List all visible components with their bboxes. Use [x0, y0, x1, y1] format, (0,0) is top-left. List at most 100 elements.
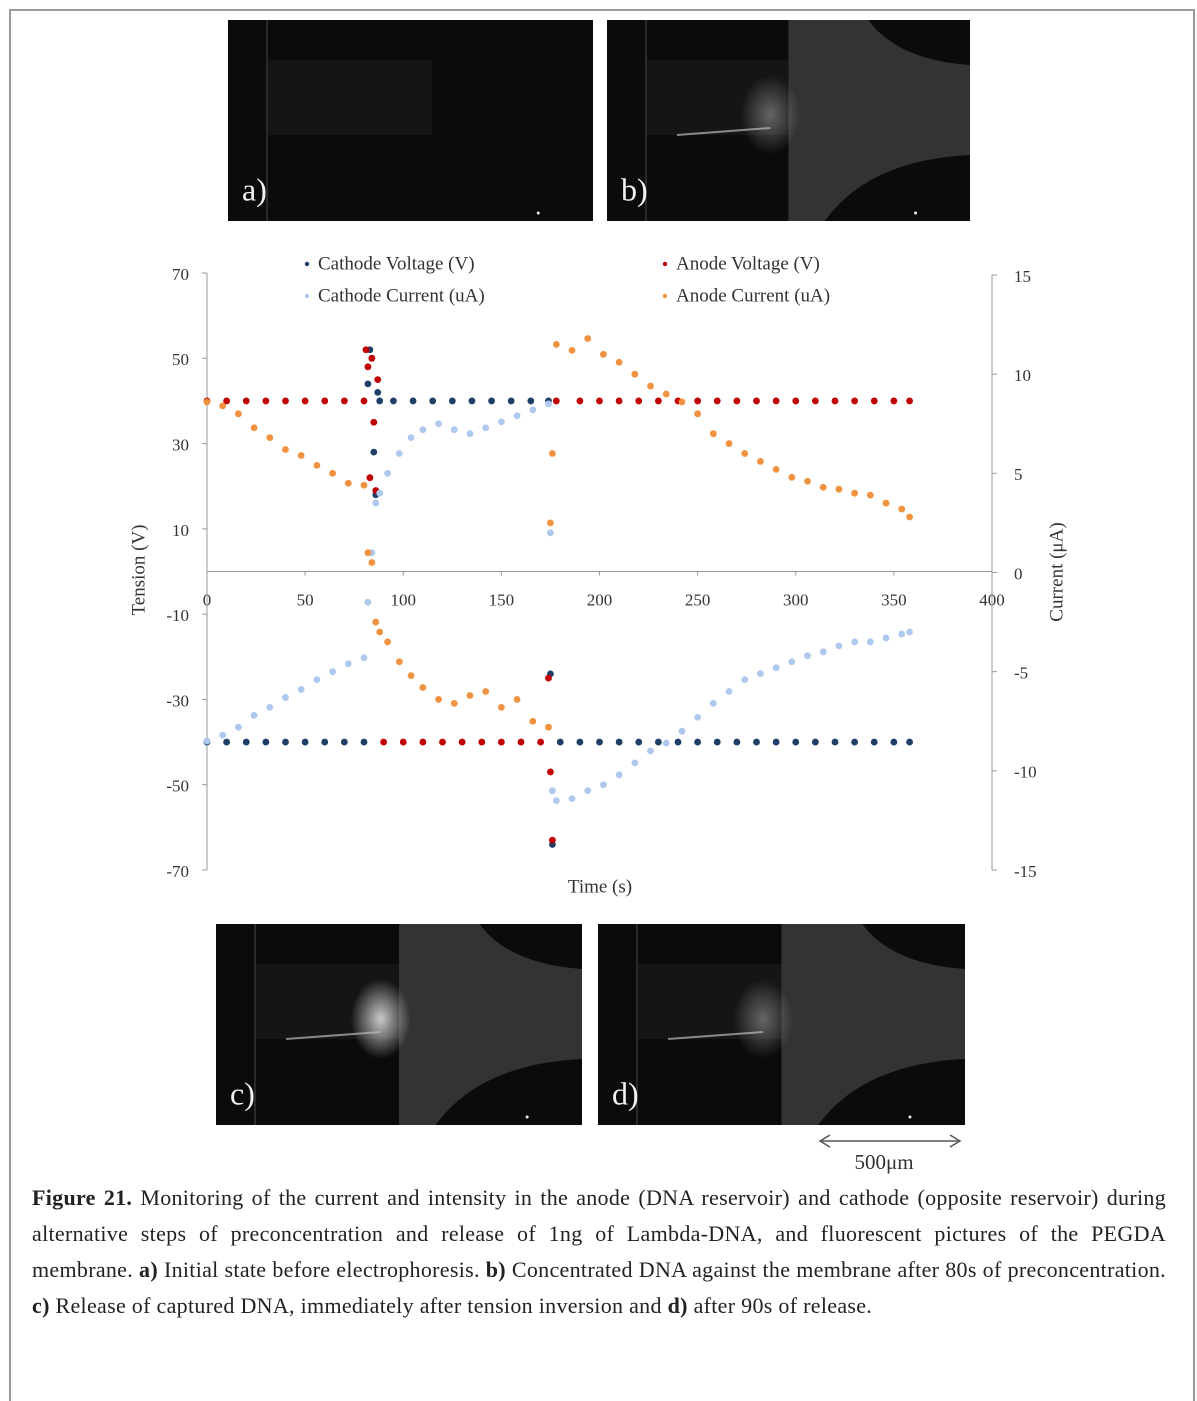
- x-tick-label: 300: [783, 590, 809, 609]
- data-point: [435, 696, 442, 703]
- caption: Figure 21. Monitoring of the current and…: [32, 1180, 1166, 1324]
- data-point: [384, 469, 391, 477]
- data-point: [568, 346, 576, 354]
- data-point: [360, 654, 368, 662]
- y2-tick-label: 0: [1014, 564, 1023, 583]
- x-tick-label: 250: [685, 590, 711, 609]
- data-point: [497, 738, 505, 746]
- photo-wall: [266, 20, 268, 221]
- data-point: [898, 630, 906, 638]
- data-point: [468, 397, 476, 405]
- data-point: [906, 738, 913, 746]
- y-tick-label: -10: [166, 606, 189, 625]
- data-point: [709, 430, 717, 438]
- photo: d): [598, 924, 965, 1125]
- data-point: [552, 797, 560, 804]
- data-point: [219, 402, 227, 410]
- panel-label: d): [612, 1075, 639, 1111]
- legend-label: Cathode Voltage (V): [318, 253, 475, 274]
- data-point: [364, 380, 372, 388]
- photo-glow: [350, 979, 411, 1059]
- data-point: [529, 406, 537, 414]
- caption-text: Release of captured DNA, immediately aft…: [49, 1293, 668, 1318]
- data-point: [507, 397, 515, 405]
- data-point: [223, 397, 231, 405]
- x-tick-label: 50: [297, 590, 314, 609]
- photo-channel: [268, 60, 433, 135]
- data-point: [906, 513, 913, 521]
- data-point: [615, 738, 623, 746]
- data-point: [242, 738, 250, 746]
- data-point: [576, 397, 584, 405]
- data-point: [600, 350, 607, 358]
- data-point: [370, 418, 378, 426]
- data-point: [235, 410, 242, 418]
- data-point: [906, 397, 913, 405]
- legend-label: Cathode Current (uA): [318, 285, 485, 306]
- data-point: [647, 747, 654, 755]
- data-point: [733, 738, 741, 746]
- data-point: [596, 397, 603, 405]
- panel-label: c): [230, 1075, 255, 1111]
- data-point: [250, 424, 258, 432]
- data-point: [753, 397, 760, 405]
- data-point: [266, 703, 274, 711]
- data-point: [370, 448, 378, 456]
- data-point: [380, 738, 388, 746]
- data-point: [615, 358, 623, 366]
- data-point: [527, 397, 535, 405]
- data-point: [497, 703, 505, 711]
- data-point: [654, 738, 662, 746]
- photo-spot: [908, 1115, 912, 1119]
- y-tick-label: -50: [166, 777, 189, 796]
- caption-text: Monitoring of the current and intensity …: [32, 1185, 1166, 1282]
- y2-axis-title: Current (μA): [1046, 522, 1067, 621]
- data-point: [615, 771, 623, 779]
- data-point: [772, 465, 780, 473]
- data-point: [376, 397, 384, 405]
- data-point: [549, 836, 556, 844]
- data-point: [419, 426, 427, 434]
- data-point: [753, 738, 760, 746]
- photo-reservoir: [399, 924, 582, 1125]
- data-point: [654, 397, 662, 405]
- data-point: [340, 738, 348, 746]
- data-point: [340, 397, 348, 405]
- x-tick-label: 100: [391, 590, 417, 609]
- data-point: [390, 397, 397, 405]
- data-point: [831, 738, 839, 746]
- y2-tick-label: -10: [1014, 763, 1037, 782]
- data-point: [517, 738, 525, 746]
- data-point: [407, 672, 415, 680]
- data-point: [741, 450, 749, 457]
- data-point: [466, 692, 474, 699]
- data-point: [713, 738, 721, 746]
- data-point: [851, 738, 859, 746]
- data-point: [882, 634, 890, 642]
- caption-label: a): [139, 1257, 158, 1282]
- data-point: [631, 759, 639, 767]
- legend-label: Anode Voltage (V): [676, 253, 820, 274]
- data-point: [547, 768, 554, 776]
- data-point: [395, 450, 403, 457]
- data-point: [321, 738, 329, 746]
- photo-glow: [740, 75, 801, 155]
- data-point: [439, 738, 446, 746]
- data-point: [360, 738, 368, 746]
- data-point: [223, 738, 231, 746]
- y-tick-label: -30: [166, 691, 189, 710]
- data-point: [419, 684, 427, 691]
- data-point: [615, 397, 623, 405]
- data-point: [788, 473, 796, 481]
- data-point: [549, 787, 556, 795]
- data-point: [329, 469, 336, 477]
- data-point: [301, 397, 309, 405]
- photo-dna: [285, 1031, 381, 1040]
- data-point: [694, 397, 702, 405]
- data-point: [297, 686, 305, 693]
- data-point: [635, 397, 643, 405]
- data-point: [529, 717, 537, 725]
- y-tick-label: 70: [172, 265, 189, 284]
- caption-label: c): [32, 1293, 50, 1318]
